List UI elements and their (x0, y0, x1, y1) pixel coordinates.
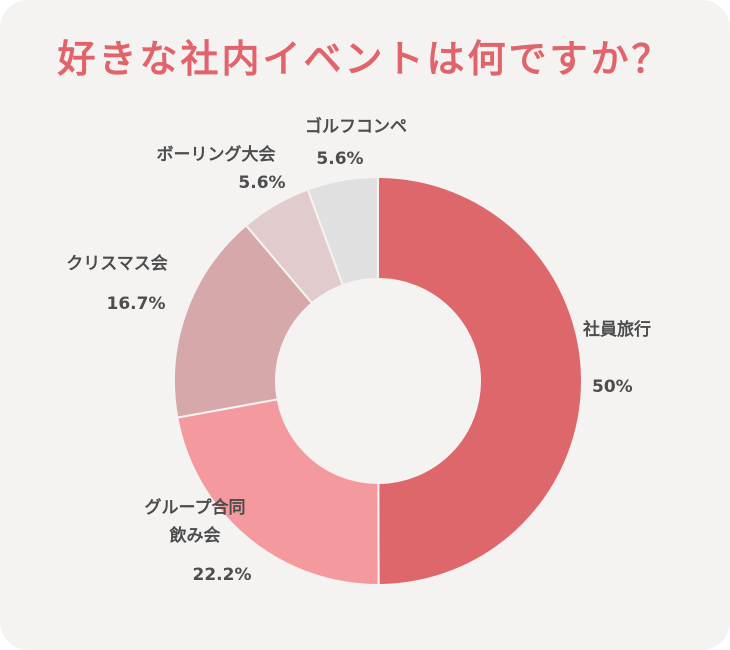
slice-1 (377, 175, 584, 587)
slice-5 (306, 175, 379, 287)
slice-value-5: 5.6% (316, 149, 363, 169)
slice-value-3: 16.7% (107, 294, 166, 314)
chart-title: 好きな社内イベントは何ですか？ (57, 37, 673, 81)
slice-label-1: 社員旅行 (582, 319, 651, 340)
slice-value-2: 22.2% (193, 565, 252, 585)
slice-value-4: 5.6% (238, 173, 285, 193)
slice-label-5: ゴルフコンペ (305, 116, 407, 137)
slice-value-1: 50% (592, 377, 633, 397)
slice-2 (176, 398, 380, 586)
slice-label-2-line2: 飲み会 (169, 525, 221, 546)
slice-3 (173, 223, 314, 419)
slice-label-3: クリスマス会 (66, 253, 168, 274)
slice-label-2-line1: グループ合同 (145, 497, 246, 518)
slice-label-4: ボーリング大会 (157, 144, 276, 165)
